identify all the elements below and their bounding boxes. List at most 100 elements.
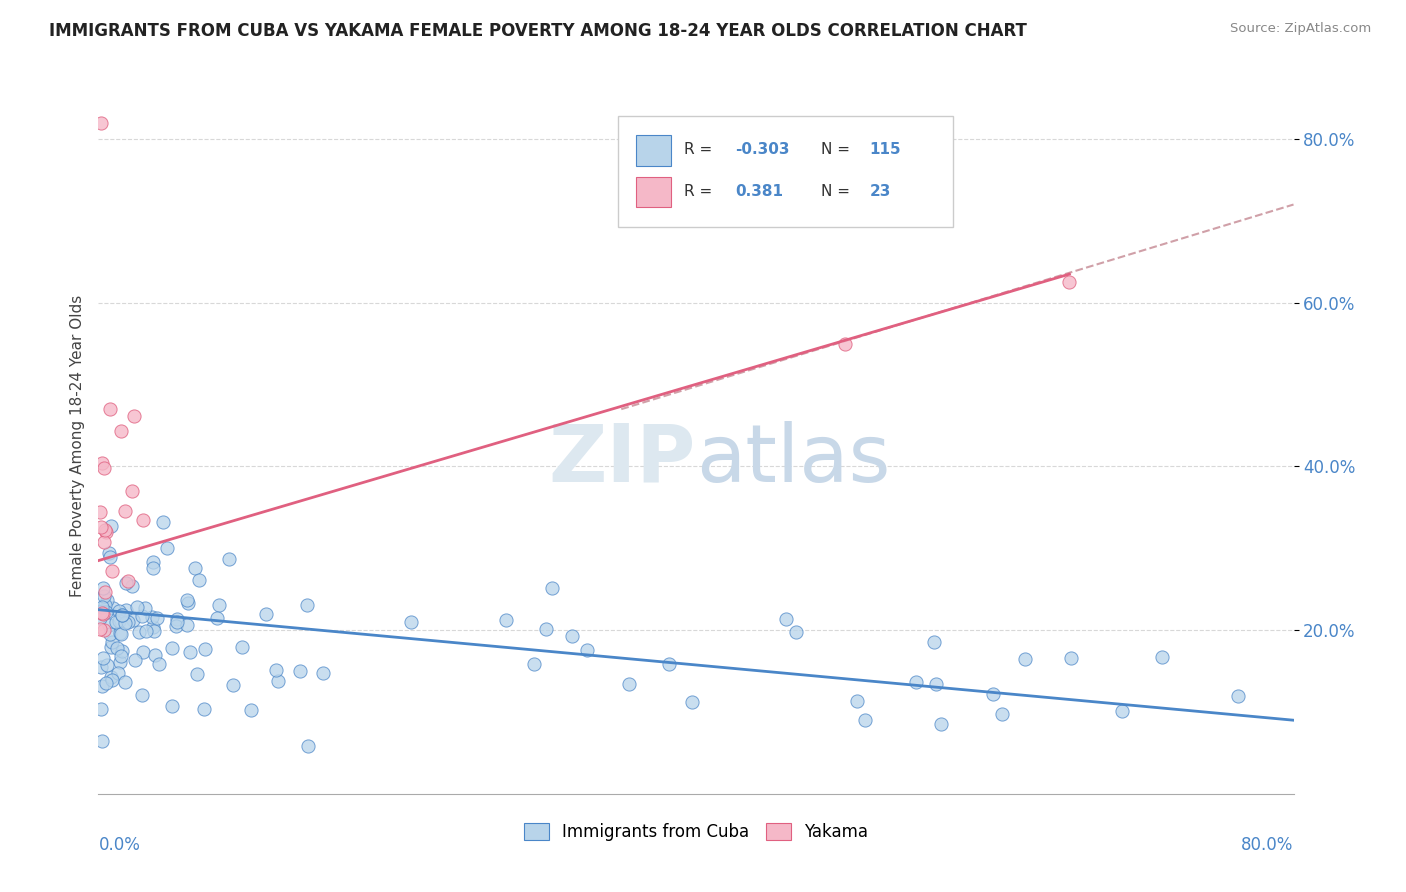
Point — [122, 613, 145, 627]
Text: 80.0%: 80.0% — [1241, 836, 1294, 854]
Point — [101, 601, 124, 615]
Point — [93, 590, 115, 604]
Point — [165, 619, 187, 633]
Point — [110, 425, 132, 439]
Point — [297, 739, 319, 753]
Point — [905, 674, 928, 689]
Point — [1111, 705, 1133, 719]
Point — [148, 657, 170, 672]
Point — [98, 402, 122, 417]
Legend: Immigrants from Cuba, Yakama: Immigrants from Cuba, Yakama — [517, 817, 875, 848]
Point — [124, 409, 146, 423]
Point — [288, 664, 311, 678]
Point — [166, 612, 188, 626]
Point — [96, 605, 118, 619]
Point — [91, 581, 114, 595]
Point — [94, 523, 117, 537]
Point — [186, 667, 208, 681]
Point — [617, 676, 640, 690]
Point — [108, 625, 131, 640]
Point — [222, 678, 245, 692]
Point — [561, 628, 583, 642]
FancyBboxPatch shape — [637, 177, 671, 207]
Point — [110, 627, 132, 641]
Point — [125, 599, 148, 614]
Point — [141, 610, 163, 624]
Point — [110, 649, 132, 664]
Point — [193, 702, 215, 716]
Point — [135, 624, 157, 639]
Point — [100, 518, 122, 533]
Point — [90, 604, 112, 618]
Point — [96, 525, 118, 540]
Point — [143, 624, 166, 638]
Point — [100, 640, 122, 655]
Point — [207, 611, 229, 625]
Point — [105, 615, 128, 630]
Point — [682, 695, 704, 709]
Point — [179, 645, 201, 659]
Point — [91, 600, 114, 615]
Point — [91, 651, 114, 665]
Point — [188, 573, 211, 587]
Point — [114, 504, 136, 518]
Point — [94, 675, 117, 690]
Point — [166, 615, 188, 629]
Point — [131, 688, 153, 702]
Point — [97, 546, 120, 560]
Point — [90, 606, 112, 620]
Text: 0.381: 0.381 — [735, 184, 783, 199]
Point — [239, 703, 262, 717]
Point — [96, 593, 118, 607]
Point — [121, 579, 143, 593]
Point — [94, 584, 117, 599]
Point — [91, 679, 114, 693]
Point — [97, 618, 120, 632]
Text: R =: R = — [685, 142, 717, 157]
Text: atlas: atlas — [696, 421, 890, 499]
Point — [134, 601, 156, 615]
Point — [775, 612, 797, 626]
Point — [114, 616, 136, 631]
Point — [1014, 652, 1036, 666]
Point — [156, 541, 179, 556]
Point — [575, 642, 598, 657]
Point — [93, 598, 115, 612]
Point — [91, 733, 114, 747]
Point — [142, 620, 165, 634]
Point — [1059, 651, 1081, 665]
Point — [111, 607, 134, 622]
Point — [90, 116, 112, 130]
Point — [96, 657, 118, 672]
Point — [93, 460, 115, 475]
Point — [218, 552, 240, 566]
Point — [142, 561, 165, 575]
Text: R =: R = — [685, 184, 717, 199]
Point — [846, 694, 869, 708]
Point — [98, 627, 121, 641]
Point — [194, 642, 217, 657]
Point — [117, 615, 139, 630]
Point — [93, 623, 115, 637]
Point — [90, 520, 112, 534]
Point — [922, 635, 945, 649]
Point — [231, 640, 253, 654]
Text: N =: N = — [821, 184, 855, 199]
Text: Source: ZipAtlas.com: Source: ZipAtlas.com — [1230, 22, 1371, 36]
Text: 0.0%: 0.0% — [98, 836, 141, 854]
Point — [111, 644, 134, 658]
Point — [111, 608, 134, 623]
Point — [495, 613, 517, 627]
Point — [100, 550, 122, 565]
Point — [399, 615, 422, 629]
Point — [93, 534, 115, 549]
Point — [114, 675, 136, 690]
Point — [925, 676, 948, 690]
Point — [115, 603, 138, 617]
Point — [117, 574, 139, 588]
Point — [132, 645, 155, 659]
Point — [1227, 689, 1250, 703]
Point — [931, 716, 953, 731]
Point — [152, 515, 174, 529]
Point — [176, 617, 198, 632]
